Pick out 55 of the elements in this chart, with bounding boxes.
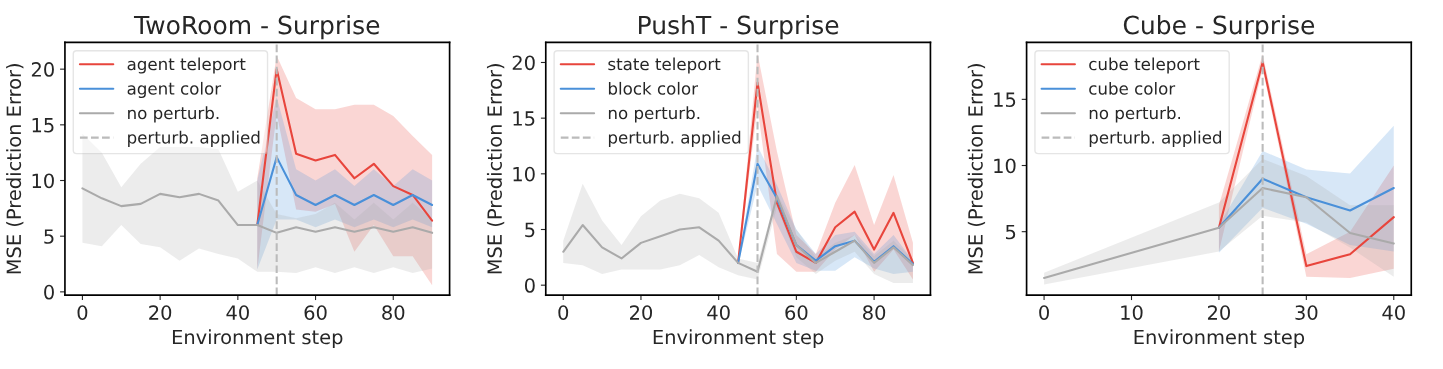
legend-label: no perturb. (1089, 106, 1181, 123)
ref-line-label: perturb. applied (128, 130, 260, 147)
y-tick-label: 0 (44, 284, 54, 300)
y-axis-title: MSE (Prediction Error) (967, 64, 986, 274)
line-series (1217, 177, 1395, 229)
legend-label: state teleport (608, 57, 721, 74)
x-tick-label: 30 (1295, 305, 1318, 320)
ref-line-label: perturb. applied (608, 130, 741, 147)
y-tick-label: 15 (994, 92, 1016, 107)
y-axis-title: MSE (Prediction Error) (486, 64, 505, 274)
x-tick-label: 60 (304, 305, 327, 320)
chart-title: PushT - Surprise (639, 15, 839, 40)
x-tick-label: 20 (1207, 305, 1230, 320)
x-tick-label: 40 (226, 305, 249, 320)
legend-label: agent color (127, 81, 222, 99)
ref-line-label: perturb. applied (1089, 130, 1222, 147)
y-tick-label: 20 (31, 62, 54, 77)
x-tick-label: 80 (382, 305, 405, 320)
x-axis-title: Environment step (172, 329, 343, 349)
line-series (81, 187, 434, 234)
line-series (562, 195, 914, 273)
y-tick-label: 10 (513, 166, 535, 182)
x-tick-label: 60 (785, 305, 808, 320)
x-axis-title: Environment step (653, 329, 824, 349)
y-axis-title: MSE (Prediction Error) (6, 64, 24, 274)
legend-label: block color (608, 81, 698, 95)
y-tick-label: 5 (525, 222, 535, 238)
line-series (1043, 186, 1395, 280)
legend-label: cube teleport (1089, 57, 1200, 74)
y-tick-label: 10 (32, 173, 54, 189)
x-tick-label: 20 (149, 305, 172, 320)
chart-title: Cube - Surprise (1123, 15, 1315, 40)
x-tick-label: 40 (707, 305, 730, 320)
x-tick-label: 20 (630, 305, 653, 320)
y-tick-label: 15 (32, 118, 54, 133)
line-series (737, 162, 914, 266)
x-tick-label: 0 (558, 305, 569, 320)
x-axis-title: Environment step (1134, 329, 1305, 349)
y-tick-label: 0 (524, 278, 535, 293)
legend-label: no perturb. (608, 106, 700, 123)
y-tick-label: 10 (994, 158, 1016, 174)
line-series (256, 156, 434, 227)
x-tick-label: 10 (1121, 305, 1143, 320)
x-tick-label: 0 (1039, 305, 1049, 320)
y-tick-label: 5 (1006, 224, 1016, 240)
legend-label: agent teleport (127, 57, 246, 74)
legend-label: cube color (1089, 81, 1176, 95)
x-tick-label: 40 (1382, 305, 1405, 320)
x-tick-label: 0 (77, 305, 88, 320)
chart-title: TwoRoom - Surprise (133, 15, 380, 40)
y-tick-label: 15 (513, 111, 535, 126)
x-tick-label: 80 (863, 305, 886, 320)
y-tick-label: 5 (44, 229, 54, 244)
legend-label: no perturb. (128, 106, 219, 123)
y-tick-label: 20 (512, 55, 535, 71)
